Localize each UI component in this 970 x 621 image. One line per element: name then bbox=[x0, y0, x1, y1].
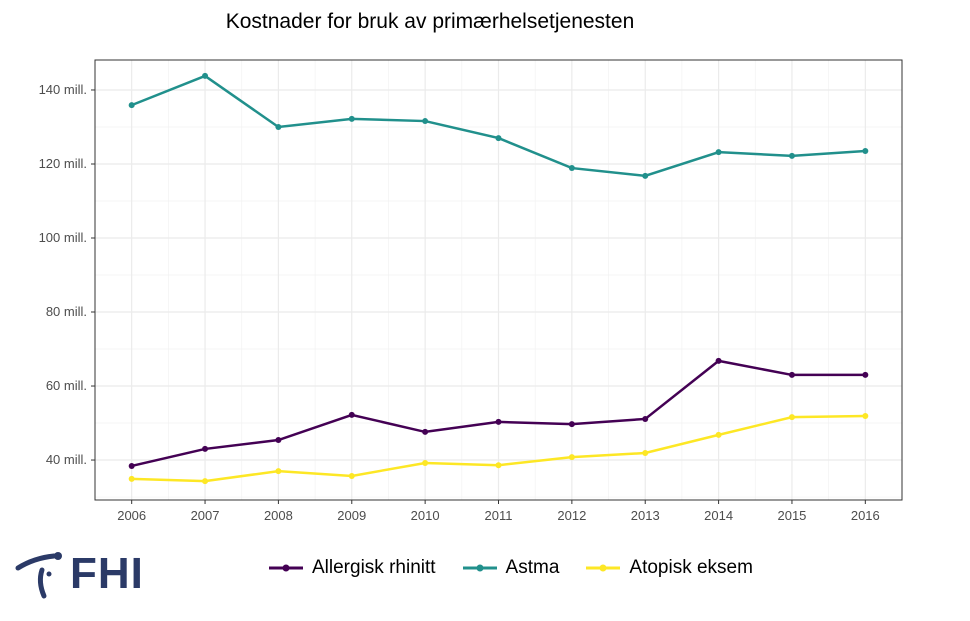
plot-border bbox=[94, 59, 903, 501]
line-chart: 40 mill. 60 mill. 80 mill. 100 mill. 120 mil… bbox=[39, 59, 903, 523]
legend: Allergisk rhinitt Astma Atopisk eksem bbox=[268, 557, 753, 579]
x-tick-label: 2012 bbox=[557, 508, 586, 523]
x-tick-label: 2011 bbox=[485, 508, 513, 523]
data-point-astma bbox=[715, 149, 722, 156]
legend-item: Allergisk rhinitt bbox=[268, 557, 436, 579]
chart-title: Kostnader for bruk av primærhelsetjenest… bbox=[225, 10, 635, 33]
legend-swatch bbox=[586, 564, 621, 572]
x-tick-label: 2015 bbox=[777, 508, 806, 523]
data-point-astma bbox=[495, 135, 502, 142]
y-tick-label: 140 mill. bbox=[39, 82, 87, 97]
data-point-astma bbox=[568, 165, 575, 172]
data-point-allergisk-rhinitt bbox=[862, 371, 869, 378]
data-point-atopisk-eksem bbox=[495, 462, 502, 469]
data-point-astma bbox=[422, 118, 429, 125]
x-tick-label: 2014 bbox=[704, 508, 733, 523]
data-point-astma bbox=[128, 102, 135, 109]
data-point-atopisk-eksem bbox=[348, 472, 355, 479]
data-point-allergisk-rhinitt bbox=[128, 462, 135, 469]
y-tick-label: 80 mill. bbox=[46, 304, 87, 319]
x-tick-label: 2006 bbox=[117, 508, 146, 523]
data-point-astma bbox=[862, 148, 869, 155]
data-point-atopisk-eksem bbox=[202, 478, 209, 485]
legend-swatch bbox=[462, 564, 497, 572]
data-point-allergisk-rhinitt bbox=[642, 415, 649, 422]
legend-label: Allergisk rhinitt bbox=[312, 557, 436, 578]
y-tick-label: 100 mill. bbox=[39, 230, 87, 245]
legend-label: Atopisk eksem bbox=[629, 557, 753, 578]
legend-swatch bbox=[269, 564, 303, 572]
data-point-allergisk-rhinitt bbox=[202, 445, 209, 452]
legend-item: Atopisk eksem bbox=[585, 557, 753, 579]
x-tick-label: 2016 bbox=[851, 508, 880, 523]
y-tick-label: 40 mill. bbox=[46, 452, 87, 467]
data-point-allergisk-rhinitt bbox=[495, 418, 502, 425]
data-point-astma bbox=[788, 152, 795, 159]
data-point-atopisk-eksem bbox=[422, 459, 429, 466]
x-tick-label: 2013 bbox=[631, 508, 660, 523]
data-point-allergisk-rhinitt bbox=[715, 357, 722, 364]
x-tick-label: 2009 bbox=[337, 508, 366, 523]
data-point-allergisk-rhinitt bbox=[422, 428, 429, 435]
data-point-allergisk-rhinitt bbox=[348, 411, 355, 418]
data-point-atopisk-eksem bbox=[275, 468, 282, 475]
fhi-logo-icon bbox=[15, 552, 62, 599]
data-point-atopisk-eksem bbox=[788, 414, 795, 421]
data-point-allergisk-rhinitt bbox=[275, 437, 282, 444]
data-point-atopisk-eksem bbox=[128, 475, 135, 482]
y-tick-label: 120 mill. bbox=[39, 156, 87, 171]
fhi-logo-text: FHI bbox=[70, 549, 144, 598]
data-point-atopisk-eksem bbox=[642, 450, 649, 457]
x-tick-label: 2007 bbox=[191, 508, 220, 523]
data-point-atopisk-eksem bbox=[862, 412, 869, 419]
data-point-astma bbox=[275, 123, 282, 130]
data-point-atopisk-eksem bbox=[715, 431, 722, 438]
legend-label: Astma bbox=[505, 557, 560, 578]
data-point-astma bbox=[642, 172, 649, 179]
data-point-allergisk-rhinitt bbox=[788, 371, 795, 378]
data-point-astma bbox=[202, 72, 209, 79]
y-tick-label: 60 mill. bbox=[46, 378, 87, 393]
x-tick-label: 2008 bbox=[264, 508, 293, 523]
data-point-allergisk-rhinitt bbox=[568, 421, 575, 428]
data-point-atopisk-eksem bbox=[568, 454, 575, 461]
x-tick-label: 2010 bbox=[411, 508, 440, 523]
fhi-logo: FHI bbox=[14, 548, 144, 600]
legend-item: Astma bbox=[462, 557, 560, 579]
data-point-astma bbox=[348, 115, 355, 122]
